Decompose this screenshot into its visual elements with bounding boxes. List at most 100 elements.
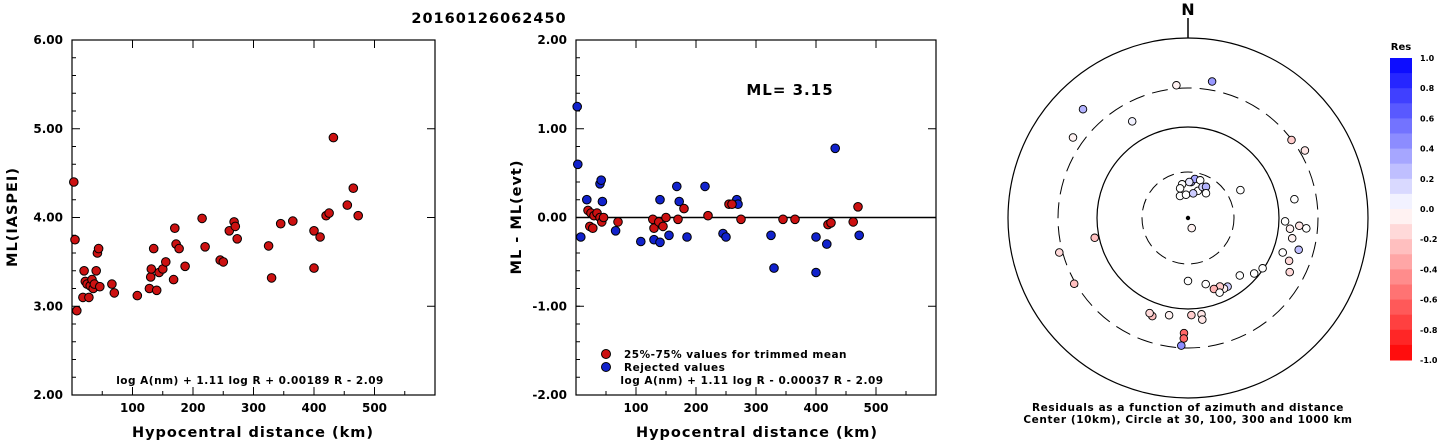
legend-marker-rejected <box>601 362 611 372</box>
rejected-point <box>597 196 608 207</box>
data-point <box>180 261 190 272</box>
station-marker <box>1295 221 1304 231</box>
colorbar-tick-label: 0.0 <box>1420 205 1435 214</box>
rejected-point <box>811 267 821 278</box>
data-point <box>161 257 171 267</box>
y-tick-label: 4.00 <box>33 211 63 225</box>
station-marker <box>1188 189 1198 198</box>
colorbar-title: Res <box>1391 42 1411 53</box>
plot-frame <box>71 39 436 396</box>
colorbar-tick-label: 0.6 <box>1420 114 1435 123</box>
colorbar-cell <box>1390 209 1412 225</box>
accepted-point <box>727 199 737 209</box>
colorbar-cell <box>1390 133 1412 150</box>
x-tick-label: 200 <box>180 401 205 415</box>
colorbar-tick-label: 1.0 <box>1420 54 1435 63</box>
colorbar-cell <box>1390 163 1412 180</box>
data-point <box>263 241 274 251</box>
station-marker <box>1285 267 1294 277</box>
station-marker <box>1175 184 1185 193</box>
station-marker <box>1287 234 1297 243</box>
station-markers <box>1055 77 1311 350</box>
station-marker <box>1249 269 1259 278</box>
colorbar-tick-label: 0.2 <box>1420 175 1434 184</box>
rejected-point <box>769 263 779 273</box>
station-marker <box>1285 224 1295 233</box>
formula-label: log A(nm) + 1.11 log R + 0.00189 R - 2.0… <box>116 375 384 387</box>
colorbar-cell <box>1390 224 1412 240</box>
data-point <box>266 273 277 283</box>
rejected-point <box>655 237 665 248</box>
data-point <box>70 234 80 245</box>
data-point <box>91 266 101 276</box>
station-marker <box>1294 245 1303 255</box>
station-marker <box>1181 190 1191 199</box>
station-marker <box>1068 133 1078 142</box>
station-marker <box>1185 177 1194 187</box>
colorbar-cell <box>1390 103 1412 119</box>
station-marker <box>1145 308 1154 318</box>
data-point <box>145 272 156 282</box>
epicenter-marker <box>1185 215 1191 221</box>
station-marker <box>1290 194 1299 204</box>
colorbar-tick-label: -0.6 <box>1420 296 1437 305</box>
colorbar-cell <box>1390 284 1412 301</box>
x-tick-label: 100 <box>623 401 648 415</box>
colorbar-cell <box>1390 193 1412 210</box>
colorbar-cell <box>1390 73 1412 89</box>
station-marker <box>1201 279 1210 289</box>
y-tick-label: -2.00 <box>532 388 567 402</box>
accepted-point <box>790 214 800 225</box>
station-marker <box>1235 271 1245 280</box>
colorbar-cell <box>1390 58 1412 74</box>
station-marker <box>1236 185 1245 195</box>
data-point <box>197 213 207 224</box>
data-point <box>315 232 325 242</box>
colorbar-cell <box>1390 329 1412 346</box>
data-point <box>72 305 82 316</box>
station-marker <box>1164 310 1174 320</box>
x-tick-label: 200 <box>683 401 708 415</box>
rejected-point <box>610 226 621 236</box>
y-axis-label: ML - ML(evt) <box>509 160 525 275</box>
accepted-point <box>848 217 859 227</box>
axis-ticks: 100 200 300 400 500 2.00 3.00 4.00 5.00 6.00 <box>33 33 435 415</box>
station-marker <box>1183 276 1193 286</box>
data-point <box>324 208 334 218</box>
axis-ticks: 100 200 300 400 500 -2.00 -1.00 0.00 1.00 2.00 <box>532 33 936 415</box>
station-marker <box>1280 217 1290 226</box>
chart-ml-vs-distance: 100 200 300 400 500 2.00 3.00 4.00 5.00 6.00 ML(I… <box>5 33 436 441</box>
data-point <box>232 234 242 244</box>
chart-residual-vs-distance: 100 200 300 400 500 -2.00 -1.00 0.00 1.00 2.00 ML… <box>509 33 937 441</box>
accepted-point <box>613 217 623 227</box>
colorbar-cell <box>1390 178 1412 195</box>
station-marker <box>1287 135 1296 145</box>
accepted-point <box>703 210 713 221</box>
colorbar-cell <box>1390 148 1412 165</box>
colorbar: Res 1.0 0.8 0.6 0.4 0.2 0.0 -0.2 -0.4 -0.6 -0.8 -1… <box>1390 42 1437 365</box>
rejected-point <box>572 101 583 112</box>
station-marker <box>1187 223 1196 233</box>
rejected-point <box>582 194 592 205</box>
station-marker <box>1207 77 1217 86</box>
colorbar-cell <box>1390 254 1412 270</box>
data-point <box>170 223 180 233</box>
data-point <box>148 243 159 254</box>
legend-marker-accepted <box>601 349 611 359</box>
data-point <box>230 221 241 232</box>
event-id-title: 20160126062450 <box>411 11 566 27</box>
data-point <box>146 264 157 274</box>
data-points <box>572 101 865 278</box>
x-axis-label: Hypocentral distance (km) <box>132 425 374 441</box>
accepted-point <box>673 214 683 225</box>
colorbar-cell <box>1390 239 1412 255</box>
accepted-point <box>598 212 609 223</box>
data-point <box>132 290 143 301</box>
data-points <box>69 132 364 316</box>
rejected-point <box>674 196 685 207</box>
x-axis-label: Hypocentral distance (km) <box>636 425 878 441</box>
colorbar-tick-label: 0.4 <box>1420 145 1435 154</box>
accepted-point <box>661 212 671 223</box>
rejected-point <box>672 181 682 192</box>
colorbar-cell <box>1390 118 1412 134</box>
